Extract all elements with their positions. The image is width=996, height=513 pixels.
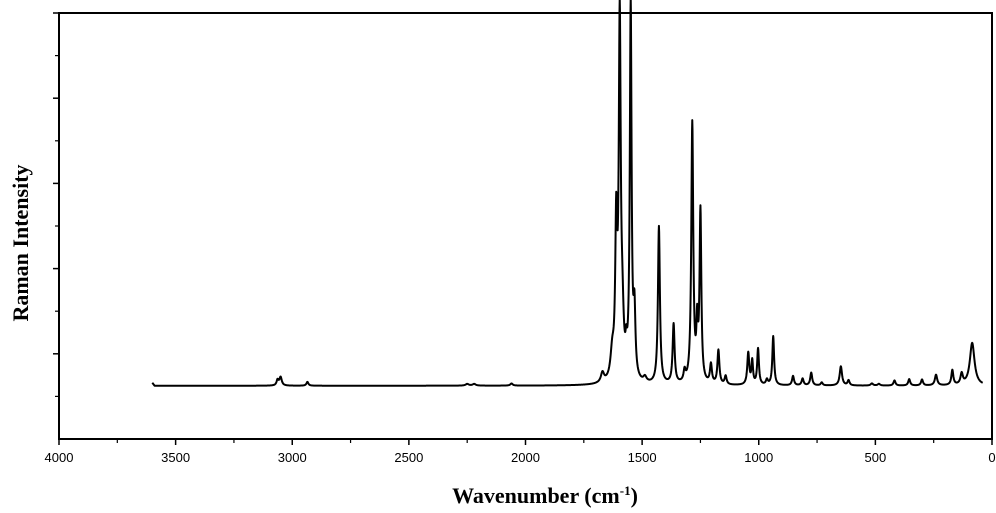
y-axis-label: Raman Intensity bbox=[8, 164, 33, 321]
x-tick-label: 3000 bbox=[278, 450, 307, 465]
x-axis-label: Wavenumber (cm-1) bbox=[452, 483, 638, 508]
x-axis-label-superscript: -1 bbox=[620, 483, 631, 498]
x-tick-label: 0 bbox=[988, 450, 995, 465]
x-axis-label-close: ) bbox=[631, 483, 638, 508]
x-tick-label: 1500 bbox=[628, 450, 657, 465]
x-axis-label-main: Wavenumber (cm bbox=[452, 483, 620, 508]
x-tick-label: 2000 bbox=[511, 450, 540, 465]
x-axis-ticks: 4000 3500 3000 2500 2000 1500 1000 500 0 bbox=[45, 439, 996, 465]
x-tick-label: 500 bbox=[865, 450, 887, 465]
x-tick-label: 4000 bbox=[45, 450, 74, 465]
x-tick-label: 2500 bbox=[394, 450, 423, 465]
x-tick-label: 3500 bbox=[161, 450, 190, 465]
x-tick-label: 1000 bbox=[744, 450, 773, 465]
y-axis-ticks bbox=[53, 12, 59, 397]
spectrum-line bbox=[151, 0, 984, 387]
plot-frame bbox=[58, 12, 993, 440]
